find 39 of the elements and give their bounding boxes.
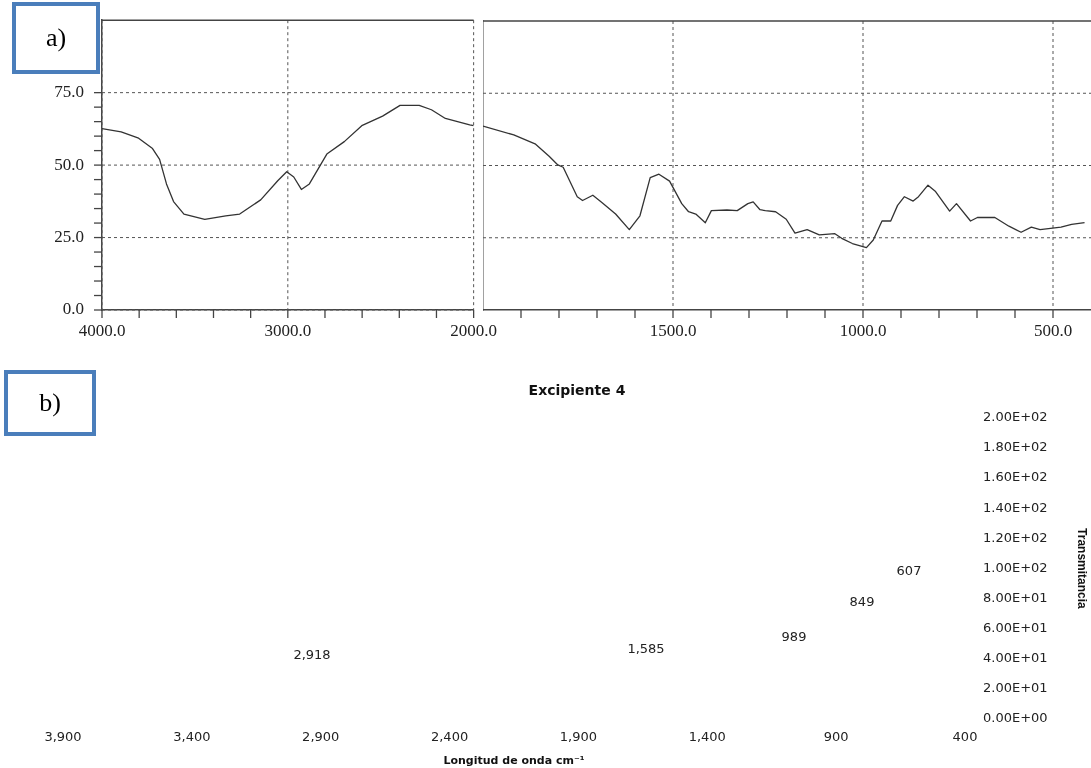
annotation: 989 (781, 629, 807, 645)
y-tick-label: 1.00E+02 (983, 559, 1048, 575)
y-tick-label: 1.40E+02 (983, 499, 1048, 515)
annotation: 1,585 (627, 641, 665, 657)
y-tick-label: 4.00E+01 (983, 650, 1048, 666)
annotation: 849 (849, 594, 875, 610)
y-tick-label: 25.0 (54, 227, 84, 247)
x-tick-label: 1,900 (559, 729, 598, 745)
y-tick-label: 1.60E+02 (983, 469, 1048, 485)
y-tick-label: 2.00E+02 (983, 409, 1048, 425)
x-tick-label: 2,900 (302, 729, 340, 745)
x-tick-label: 900 (823, 729, 849, 745)
x-tick-label: 3,400 (173, 729, 211, 745)
x-tick-label: 3,900 (44, 729, 82, 745)
y-axis-title: Transmitancia (1075, 528, 1090, 610)
text: b) (4, 370, 96, 436)
x-tick-label: 3000.0 (264, 320, 312, 340)
x-tick-label: 2000.0 (450, 320, 497, 340)
x-tick-label: 1000.0 (839, 320, 887, 340)
x-tick-label: 500.0 (1033, 320, 1073, 340)
y-tick-label: 8.00E+01 (983, 589, 1048, 605)
y-tick-label: 1.20E+02 (983, 529, 1048, 545)
x-tick-label: 1,400 (688, 729, 726, 745)
y-tick-label: 1.80E+02 (983, 439, 1048, 455)
y-tick-label: 0.0 (62, 299, 84, 319)
x-tick-label: 400 (952, 729, 978, 745)
y-tick-label: 50.0 (54, 154, 84, 174)
annotation: 607 (896, 563, 922, 579)
y-tick-label: 0.00E+00 (983, 710, 1048, 726)
annotation: 2,918 (293, 647, 331, 663)
y-tick-label: 2.00E+01 (983, 680, 1048, 696)
chart-title: Excipiente 4 (528, 382, 626, 399)
x-axis-title: Longitud de onda cm⁻¹ (443, 754, 585, 768)
y-tick-label: 6.00E+01 (983, 620, 1048, 636)
x-tick-label: 2,400 (430, 729, 469, 745)
text: a) (12, 2, 100, 74)
x-tick-label: 4000.0 (78, 320, 126, 340)
x-tick-label: 1500.0 (649, 320, 697, 340)
y-tick-label: 75.0 (54, 82, 84, 102)
